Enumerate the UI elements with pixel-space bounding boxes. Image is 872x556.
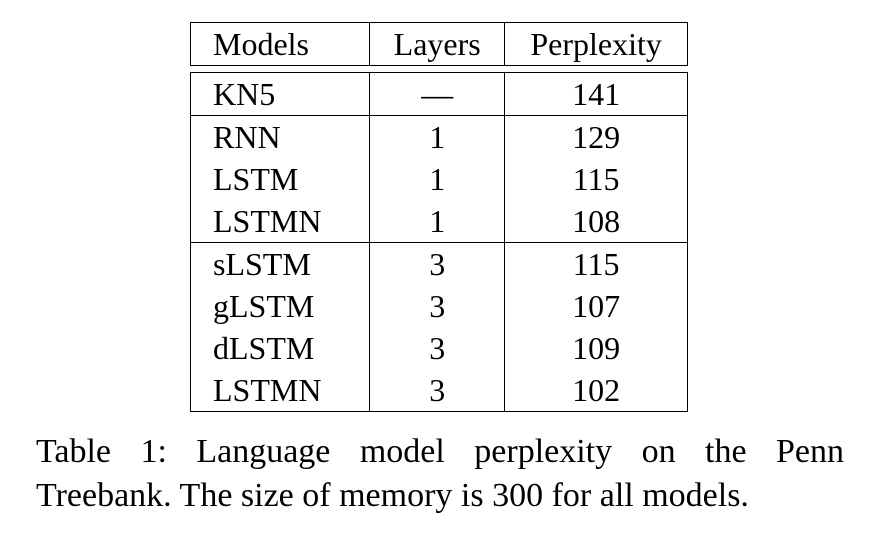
model-cell: LSTMN: [189, 369, 371, 412]
header-gap: [191, 66, 688, 73]
table-row: LSTMN 3 102: [189, 369, 688, 412]
model-cell: LSTMN: [189, 200, 371, 243]
model-cell: sLSTM: [189, 242, 371, 285]
perplexity-cell: 107: [504, 285, 688, 327]
table-row: LSTMN 1 108: [189, 200, 688, 243]
layers-cell: —: [369, 72, 506, 116]
table-body: KN5—141 RNN 1 129 LSTM 1 115 LSTMN 1 108 sLSTM 3 115…: [189, 72, 688, 412]
table-caption: Table 1: Language model perplexity on th…: [36, 430, 844, 518]
layers-cell: 1: [369, 200, 506, 243]
header-layers: Layers: [369, 22, 506, 66]
table-row: sLSTM 3 115: [189, 242, 688, 285]
layers-cell: 1: [369, 115, 506, 158]
model-cell: RNN: [189, 115, 371, 158]
layers-cell: 3: [369, 285, 506, 327]
table-row: LSTM 1 115: [189, 158, 688, 200]
perplexity-cell: 102: [504, 369, 688, 412]
model-cell: KN5: [189, 72, 371, 116]
header-perplexity: Perplexity: [504, 22, 688, 66]
table-row: dLSTM 3 109: [189, 327, 688, 369]
layers-cell: 3: [369, 242, 506, 285]
caption-line-1: Table 1: Language model perplexity on th…: [36, 433, 844, 470]
layers-cell: 3: [369, 369, 506, 412]
perplexity-cell: 115: [504, 158, 688, 200]
layers-cell: 1: [369, 158, 506, 200]
model-cell: dLSTM: [189, 327, 371, 369]
table-row: KN5—141: [189, 72, 688, 116]
header-models: Models: [189, 22, 371, 66]
perplexity-cell: 115: [504, 242, 688, 285]
caption-line-2: Treebank. The size of memory is 300 for …: [36, 477, 749, 514]
perplexity-cell: 108: [504, 200, 688, 243]
perplexity-cell: 129: [504, 115, 688, 158]
model-cell: gLSTM: [189, 285, 371, 327]
table-row: RNN 1 129: [189, 115, 688, 158]
layers-cell: 3: [369, 327, 506, 369]
results-table: Models Layers Perplexity KN5—141 RNN 1 129 L…: [189, 22, 688, 412]
model-cell: LSTM: [189, 158, 371, 200]
perplexity-cell: 109: [504, 327, 688, 369]
perplexity-cell: 141: [504, 72, 688, 116]
table-row: gLSTM 3 107: [189, 285, 688, 327]
table-header-row: Models Layers Perplexity: [189, 22, 688, 66]
